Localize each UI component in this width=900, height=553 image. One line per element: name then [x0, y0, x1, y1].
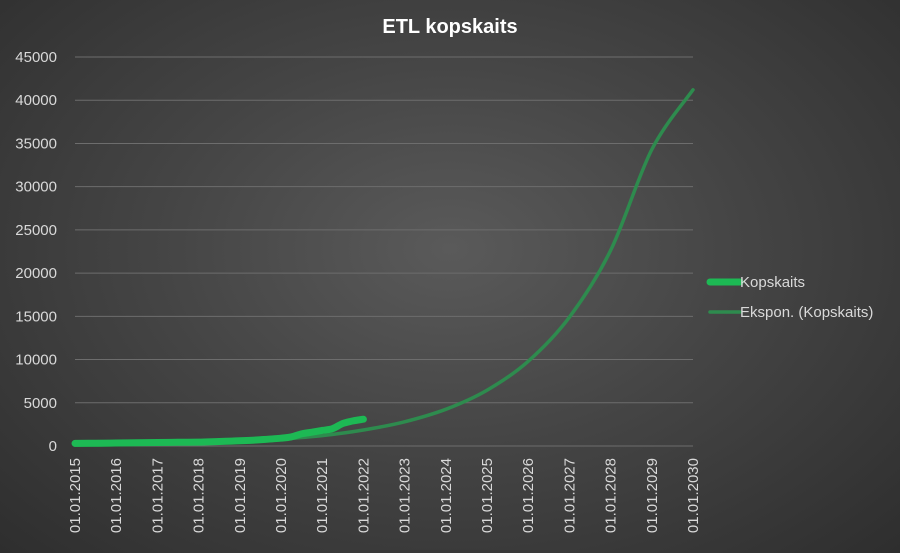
x-tick-label: 01.01.2021: [314, 458, 331, 533]
x-tick-label: 01.01.2018: [191, 458, 208, 533]
x-tick-label: 01.01.2027: [561, 458, 578, 533]
series: [71, 88, 695, 447]
gridlines: [75, 56, 693, 447]
chart-title: ETL kopskaits: [382, 16, 517, 38]
x-tick-label: 01.01.2023: [397, 458, 414, 533]
x-tick-label: 01.01.2019: [232, 458, 249, 533]
x-tick-label: 01.01.2017: [149, 458, 166, 533]
x-tick-label: 01.01.2028: [603, 458, 620, 533]
x-tick-label: 01.01.2016: [108, 458, 125, 533]
y-tick-label: 40000: [15, 92, 57, 109]
legend-item: Ekspon. (Kopskaits): [708, 304, 873, 321]
x-tick-label: 01.01.2026: [520, 458, 537, 533]
y-tick-label: 20000: [15, 265, 57, 282]
series-line-kopskaits: [71, 415, 367, 447]
y-tick-label: 10000: [15, 352, 57, 369]
x-tick-label: 01.01.2029: [644, 458, 661, 533]
x-tick-label: 01.01.2015: [67, 458, 84, 533]
x-tick-label: 01.01.2020: [273, 458, 290, 533]
legend-label: Kopskaits: [740, 274, 805, 291]
y-tick-label: 15000: [15, 308, 57, 325]
y-tick-label: 45000: [15, 49, 57, 66]
x-axis-ticks: 01.01.2015 01.01.2016 01.01.2017 01.01.2018…: [67, 458, 702, 533]
legend-item: Kopskaits: [706, 274, 805, 291]
legend: Kopskaits Ekspon. (Kopskaits): [706, 274, 873, 321]
x-tick-label: 01.01.2025: [479, 458, 496, 533]
legend-label: Ekspon. (Kopskaits): [740, 304, 873, 321]
y-tick-label: 30000: [15, 179, 57, 196]
y-tick-label: 25000: [15, 222, 57, 239]
x-tick-label: 01.01.2022: [355, 458, 372, 533]
y-tick-label: 0: [49, 438, 57, 455]
y-tick-label: 35000: [15, 135, 57, 152]
x-tick-label: 01.01.2024: [438, 458, 455, 533]
y-axis-ticks: 0 5000 10000 15000 20000 25000 30000 35000 40000…: [15, 49, 57, 455]
y-tick-label: 5000: [24, 395, 57, 412]
x-tick-label: 01.01.2030: [685, 458, 702, 533]
